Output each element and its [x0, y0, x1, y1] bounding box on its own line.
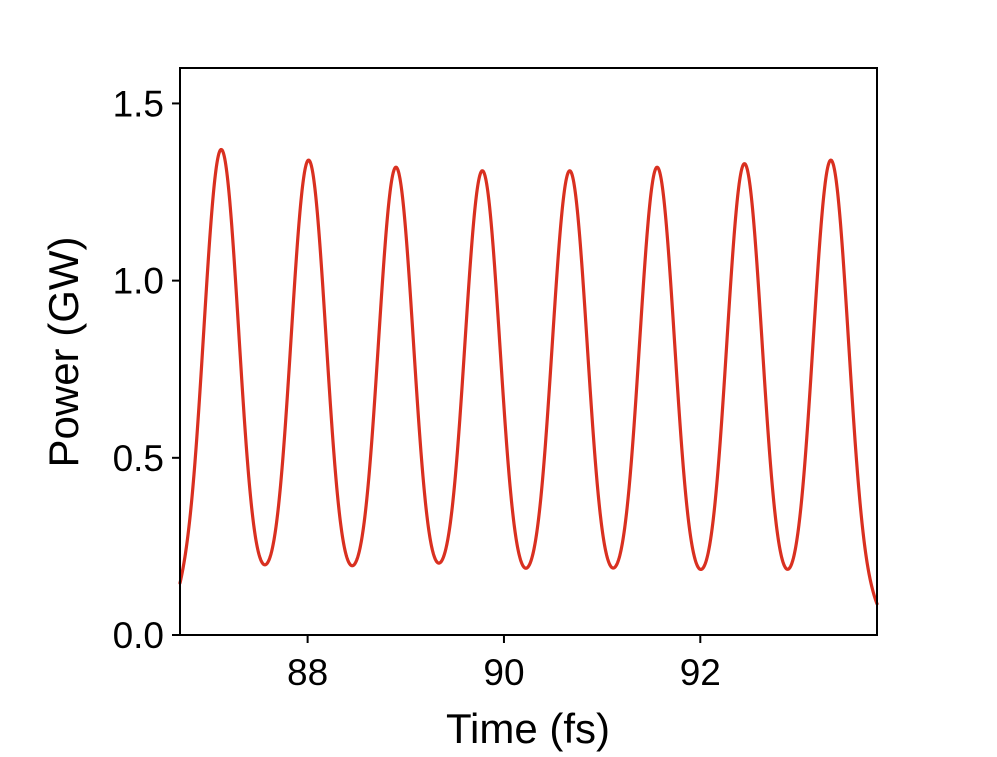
power-series-line: [178, 147, 879, 606]
y-tick-label: 1.5: [113, 83, 164, 124]
axes-frame: [179, 67, 878, 636]
y-tick-label: 0.0: [113, 615, 164, 656]
plot-area: [178, 147, 879, 606]
y-axis: 0.0 0.5 1.0 1.5: [113, 83, 180, 656]
x-axis-label: Time (fs): [446, 705, 610, 752]
x-tick-label: 92: [680, 652, 721, 693]
y-tick-label: 0.5: [113, 438, 164, 479]
x-axis: 88 90 92: [287, 635, 721, 693]
series-group: [178, 147, 879, 606]
x-tick-label: 88: [287, 652, 328, 693]
x-tick-label: 90: [483, 652, 524, 693]
y-tick-label: 1.0: [113, 261, 164, 302]
y-axis-label: Power (GW): [40, 237, 87, 468]
